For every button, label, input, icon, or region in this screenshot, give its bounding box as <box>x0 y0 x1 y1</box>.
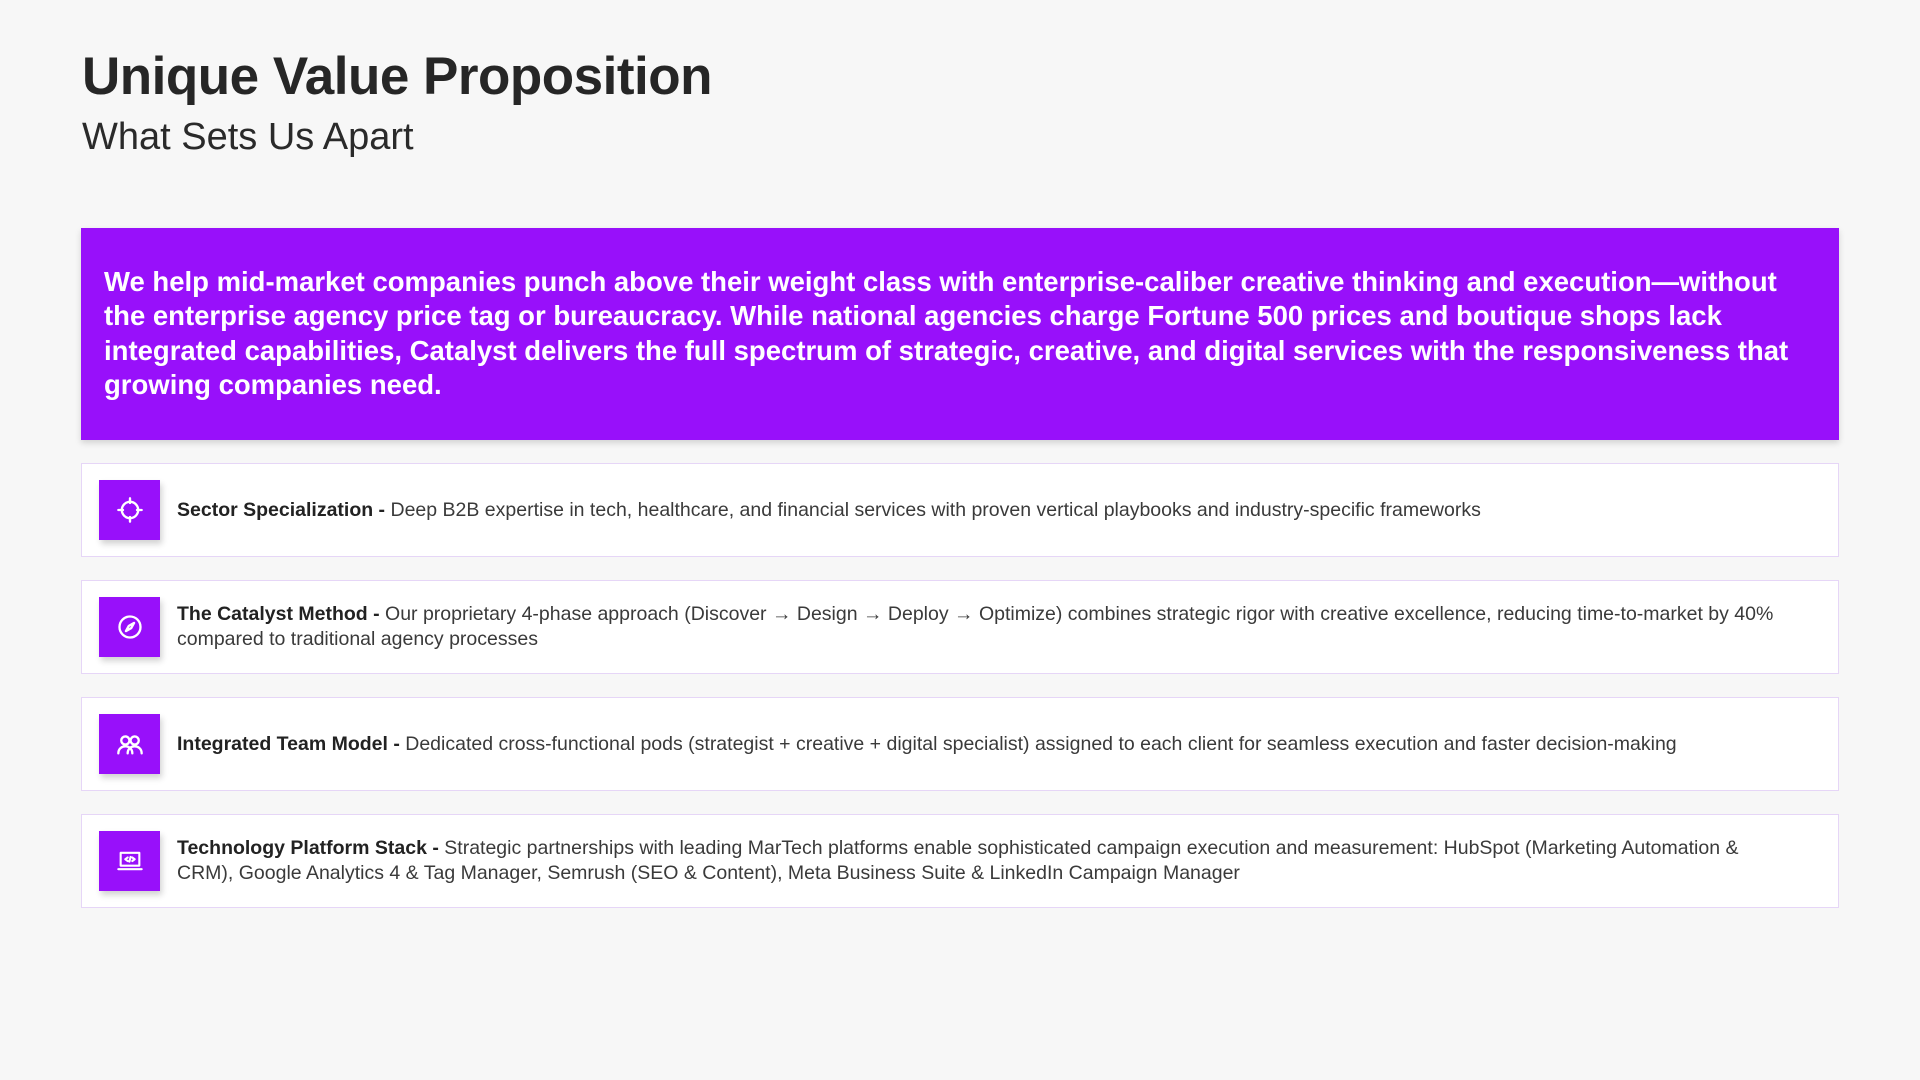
feature-card-technology-stack: Technology Platform Stack - Strategic pa… <box>81 814 1839 908</box>
feature-description: Integrated Team Model - Dedicated cross-… <box>177 732 1737 757</box>
feature-description: Technology Platform Stack - Strategic pa… <box>177 836 1838 886</box>
feature-card-integrated-team: Integrated Team Model - Dedicated cross-… <box>81 697 1839 791</box>
page-subtitle: What Sets Us Apart <box>82 116 414 158</box>
feature-card-catalyst-method: The Catalyst Method - Our proprietary 4-… <box>81 580 1839 674</box>
feature-text: Deep B2B expertise in tech, healthcare, … <box>390 498 1481 521</box>
page-title: Unique Value Proposition <box>82 47 712 106</box>
users-icon <box>99 714 160 774</box>
feature-description: Sector Specialization - Deep B2B experti… <box>177 498 1541 523</box>
crosshair-icon <box>99 480 160 540</box>
feature-title: The Catalyst Method - <box>177 603 386 625</box>
feature-description: The Catalyst Method - Our proprietary 4-… <box>177 602 1838 652</box>
feature-title: Technology Platform Stack - <box>177 837 445 859</box>
feature-text: Dedicated cross-functional pods (strateg… <box>405 732 1677 755</box>
value-proposition-text: We help mid-market companies punch above… <box>104 266 1789 400</box>
feature-text: Strategic partnerships with leading MarT… <box>177 837 1739 884</box>
feature-list: Sector Specialization - Deep B2B experti… <box>81 463 1839 931</box>
feature-card-sector-specialization: Sector Specialization - Deep B2B experti… <box>81 463 1839 557</box>
compass-icon <box>99 597 160 657</box>
feature-text: Our proprietary 4-phase approach (Discov… <box>177 603 1774 650</box>
value-proposition-banner: We help mid-market companies punch above… <box>81 228 1839 440</box>
laptop-code-icon <box>99 831 160 891</box>
feature-title: Sector Specialization - <box>177 498 391 521</box>
feature-title: Integrated Team Model - <box>177 732 406 755</box>
